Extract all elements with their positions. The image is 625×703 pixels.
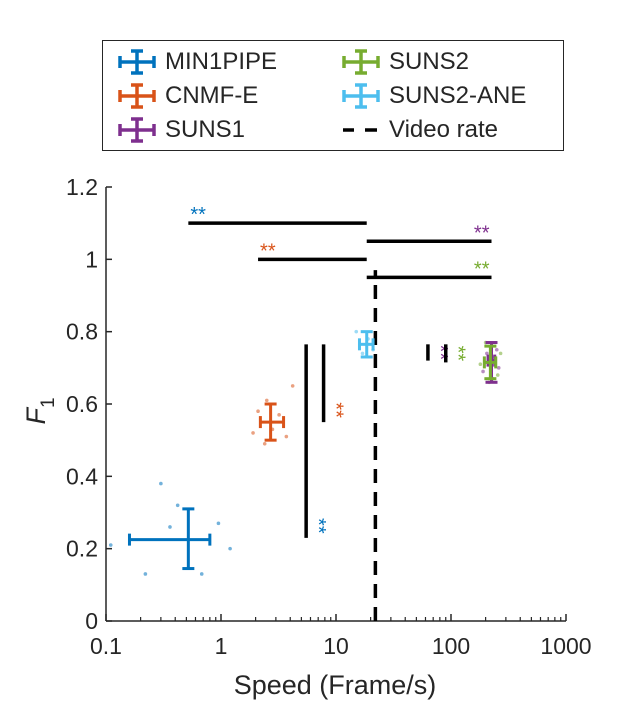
errorbar-icon: [342, 83, 380, 109]
y-axis-label-main: F: [21, 407, 51, 425]
data-point: [290, 384, 295, 388]
errorbar-icon: [118, 83, 156, 109]
significance-label: **: [260, 240, 276, 262]
errorbar-icon: [118, 49, 156, 75]
x-tick-label: 100: [432, 633, 470, 659]
significance-label: **: [474, 258, 490, 280]
x-axis-label: Speed (Frame/s): [234, 670, 437, 700]
y-axis-label-subscript: 1: [38, 397, 59, 408]
data-point: [143, 572, 148, 576]
data-point: [354, 329, 359, 334]
data-point: [228, 546, 232, 551]
plot-area: 0 0.2 0.4 0.6 0.8 1 1.2 0.1 1 10 100 1000 ** ** ** ** **…: [66, 174, 592, 659]
x-tick-label: 10: [323, 633, 349, 659]
data-point: [159, 481, 163, 486]
y-tick-label: 0.8: [66, 319, 98, 345]
legend: MIN1PIPE CNMF-E SUNS1 SUNS2 SUNS2-ANE Vi…: [102, 40, 564, 151]
legend-item-suns2: SUNS2: [341, 48, 469, 76]
data-point: [284, 434, 289, 439]
data-point: [481, 369, 485, 374]
data-point: [199, 572, 204, 576]
legend-label: SUNS2: [389, 48, 470, 75]
legend-item-suns1: SUNS1: [117, 116, 245, 144]
x-tick-label: 1: [215, 633, 228, 659]
legend-item-min1pipe: MIN1PIPE: [117, 48, 277, 76]
data-point: [262, 441, 267, 446]
errorbar-icon: [342, 49, 380, 75]
legend-label: MIN1PIPE: [165, 48, 278, 75]
svg-text:F1: F1: [21, 397, 59, 424]
legend-item-cnmf-e: CNMF-E: [117, 82, 258, 110]
legend-item-video-rate: Video rate: [341, 116, 498, 144]
legend-label: SUNS2-ANE: [389, 82, 527, 109]
significance-label: **: [474, 222, 490, 244]
y-tick-label: 1.2: [66, 174, 98, 200]
significance-label: **: [190, 204, 206, 226]
data-point: [251, 431, 255, 435]
data-point: [108, 543, 113, 547]
data-point: [256, 409, 260, 414]
data-point: [485, 351, 489, 356]
legend-label: SUNS1: [165, 116, 246, 143]
dashed-line-icon: [343, 128, 377, 132]
errorbar-icon: [118, 117, 156, 143]
data-point: [494, 347, 499, 352]
legend-item-suns2-ane: SUNS2-ANE: [341, 82, 526, 110]
x-tick-label: 0.1: [90, 633, 122, 659]
y-tick-label: 0.2: [66, 536, 98, 562]
y-axis-label: F1: [21, 397, 59, 424]
data-point: [277, 413, 281, 417]
data-point: [360, 351, 365, 356]
legend-label: CNMF-E: [165, 82, 259, 109]
significance-label: **: [325, 402, 347, 418]
y-tick-label: 0.6: [66, 391, 98, 417]
significance-label: **: [447, 346, 469, 362]
data-point: [168, 525, 172, 529]
data-point: [264, 398, 269, 403]
x-tick-label: 1000: [540, 633, 591, 659]
y-tick-label: 0.4: [66, 463, 98, 489]
data-point: [496, 366, 501, 370]
y-tick-label: 0: [85, 608, 98, 634]
legend-label: Video rate: [389, 116, 498, 143]
significance-label: **: [307, 518, 329, 534]
data-point: [478, 362, 483, 367]
data-point: [495, 373, 500, 377]
data-point: [498, 351, 503, 356]
data-point: [216, 521, 221, 526]
data-point: [175, 503, 180, 508]
y-tick-label: 1: [85, 246, 98, 272]
